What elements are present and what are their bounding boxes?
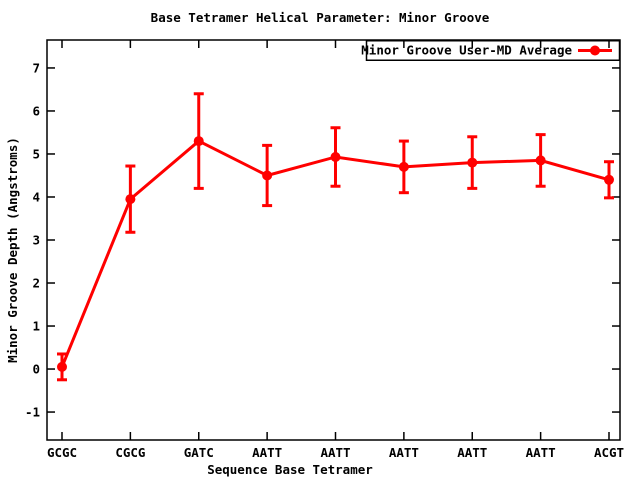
axes-layer: -1 0 1 2 3 4 5 6 7 GCGC CGCG GATC AATT AATT AATT AATT AA…: [25, 40, 624, 460]
x-tick-label: AATT: [389, 445, 419, 460]
data-point-marker: [398, 161, 409, 172]
data-point-marker: [125, 194, 136, 205]
legend-label: Minor Groove User-MD Average: [361, 43, 572, 58]
data-point-marker: [193, 136, 204, 147]
series-layer: [57, 92, 614, 382]
x-tick-label: AATT: [320, 445, 350, 460]
y-tick-label: 2: [32, 276, 40, 291]
y-axis-label: Minor Groove Depth (Angstroms): [5, 137, 20, 363]
x-tick-label: ACGT: [594, 445, 624, 460]
y-tick-label: 1: [32, 319, 40, 334]
y-tick-label: 7: [32, 60, 40, 75]
y-tick-label: -1: [25, 405, 40, 420]
x-tick-label: AATT: [526, 445, 556, 460]
data-point-marker: [57, 361, 67, 372]
data-point-marker: [262, 170, 273, 181]
y-tick-label: 4: [32, 189, 40, 204]
x-tick-label: GATC: [184, 445, 214, 460]
data-point-marker: [604, 174, 614, 185]
x-axis-label: Sequence Base Tetramer: [207, 462, 373, 477]
data-point-marker: [467, 157, 478, 168]
y-tick-label: 5: [32, 146, 40, 161]
legend: Minor Groove User-MD Average: [361, 40, 621, 61]
legend-sample-marker: [590, 45, 600, 56]
y-tick-label: 6: [32, 103, 40, 118]
x-tick-label: AATT: [457, 445, 487, 460]
legend-box: [365, 40, 621, 61]
chart-title: Base Tetramer Helical Parameter: Minor G…: [151, 10, 490, 25]
data-point-marker: [535, 155, 546, 166]
x-tick-label: CGCG: [115, 445, 145, 460]
y-tick-label: 0: [32, 362, 40, 377]
plot-border: [46, 39, 621, 441]
x-tick-label: AATT: [252, 445, 282, 460]
y-tick-label: 3: [32, 233, 40, 248]
x-tick-label: GCGC: [47, 445, 77, 460]
data-point-marker: [330, 151, 341, 162]
